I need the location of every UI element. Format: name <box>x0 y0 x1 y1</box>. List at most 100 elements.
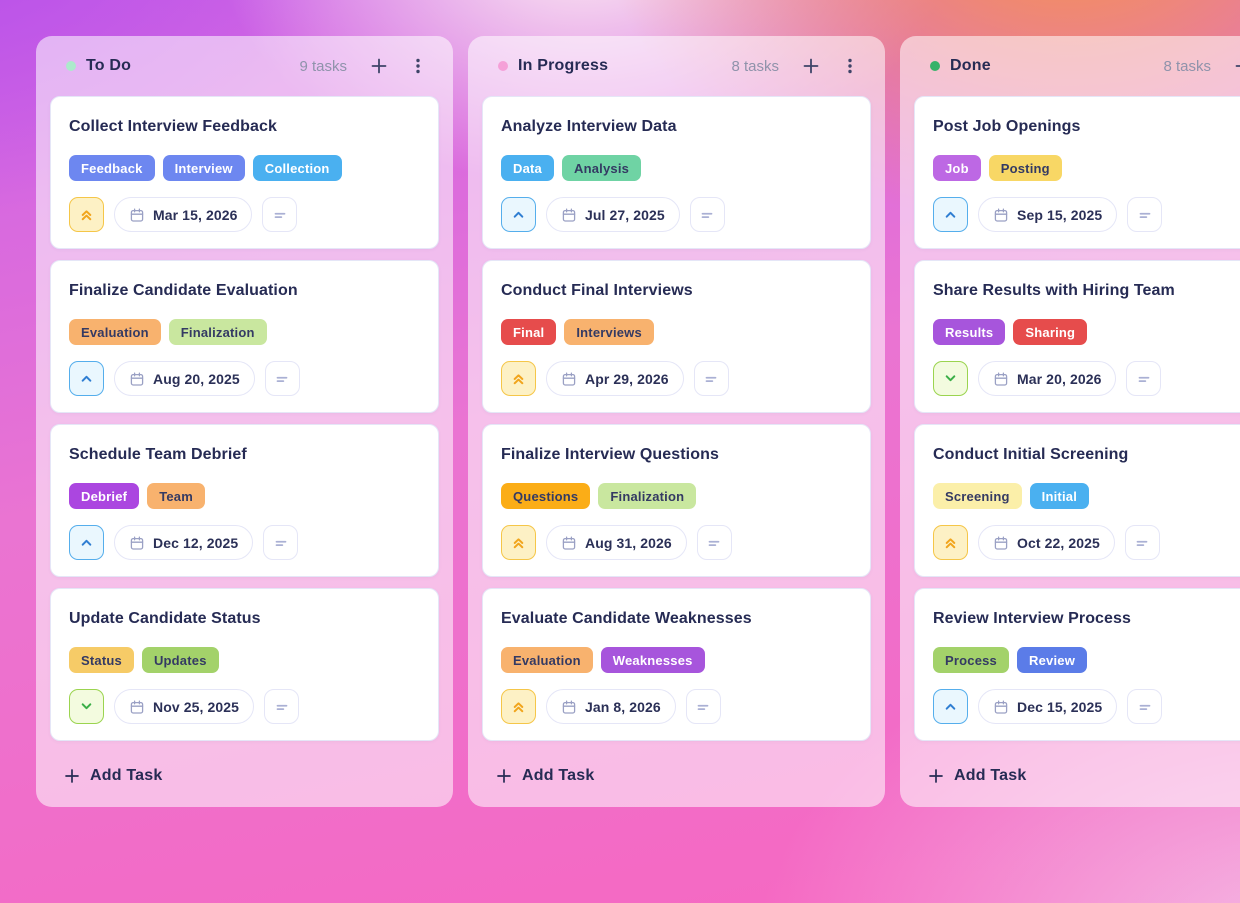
task-meta-row: Apr 29, 2026 <box>501 361 852 396</box>
kebab-menu-icon <box>416 58 420 74</box>
due-date-label: Mar 20, 2026 <box>1017 370 1102 387</box>
add-task-button[interactable]: Add Task <box>36 745 453 807</box>
column-menu-button[interactable] <box>405 53 431 79</box>
column-menu-button[interactable] <box>837 53 863 79</box>
calendar-icon <box>562 535 576 550</box>
card-list[interactable]: Post Job Openings Job Posting Sep 15, 202… <box>900 96 1240 745</box>
description-lines-icon <box>275 540 287 546</box>
due-date-button[interactable]: Sep 15, 2025 <box>978 197 1118 232</box>
description-button[interactable] <box>689 197 725 232</box>
add-task-label: Add Task <box>954 767 1027 784</box>
task-card[interactable]: Review Interview Process Process Review D… <box>914 588 1240 741</box>
due-date-button[interactable]: Nov 25, 2025 <box>114 689 255 724</box>
high-priority-button[interactable] <box>933 525 968 560</box>
tag: Finalization <box>598 483 697 509</box>
task-card[interactable]: Conduct Final Interviews Final Interviews… <box>482 260 871 413</box>
tag-list: Process Review <box>933 647 1240 673</box>
due-date-button[interactable]: Oct 22, 2025 <box>978 525 1115 560</box>
description-lines-icon <box>697 704 709 710</box>
medium-priority-button[interactable] <box>933 689 968 724</box>
high-priority-button[interactable] <box>501 689 536 724</box>
tag-list: Final Interviews <box>501 319 852 345</box>
add-card-button[interactable] <box>1229 52 1240 80</box>
task-title: Conduct Initial Screening <box>933 446 1129 463</box>
calendar-icon <box>130 371 144 386</box>
chevron-up-icon <box>945 703 956 710</box>
due-date-label: Nov 25, 2025 <box>153 698 240 715</box>
tag-list: Screening Initial <box>933 483 1240 509</box>
add-card-button[interactable] <box>365 52 393 80</box>
task-card[interactable]: Conduct Initial Screening Screening Initi… <box>914 424 1240 577</box>
task-card[interactable]: Post Job Openings Job Posting Sep 15, 202… <box>914 96 1240 249</box>
description-button[interactable] <box>263 525 299 560</box>
description-button[interactable] <box>1124 525 1160 560</box>
task-title: Share Results with Hiring Team <box>933 282 1175 299</box>
tag: Team <box>147 483 205 509</box>
task-card[interactable]: Update Candidate Status Status Updates No… <box>50 588 439 741</box>
chevron-up-icon <box>81 539 92 546</box>
description-button[interactable] <box>1127 197 1163 232</box>
low-priority-button[interactable] <box>69 689 104 724</box>
task-card[interactable]: Share Results with Hiring Team Results Sh… <box>914 260 1240 413</box>
medium-priority-button[interactable] <box>933 197 968 232</box>
due-date-button[interactable]: Aug 31, 2026 <box>546 525 687 560</box>
description-button[interactable] <box>262 197 298 232</box>
medium-priority-button[interactable] <box>69 361 104 396</box>
column-status-dot-icon <box>66 61 76 71</box>
add-task-button[interactable]: Add Task <box>900 745 1240 807</box>
due-date-button[interactable]: Mar 15, 2026 <box>114 197 253 232</box>
add-card-button[interactable] <box>797 52 825 80</box>
tag: Status <box>69 647 134 673</box>
chevrons-up-icon <box>81 210 92 221</box>
description-button[interactable] <box>696 525 732 560</box>
card-list[interactable]: Analyze Interview Data Data Analysis Jul … <box>468 96 885 745</box>
plus-icon <box>65 769 79 783</box>
due-date-button[interactable]: Dec 12, 2025 <box>114 525 254 560</box>
task-card[interactable]: Analyze Interview Data Data Analysis Jul … <box>482 96 871 249</box>
task-card[interactable]: Finalize Candidate Evaluation Evaluation… <box>50 260 439 413</box>
description-button[interactable] <box>1127 689 1163 724</box>
due-date-button[interactable]: Jan 8, 2026 <box>546 689 676 724</box>
task-meta-row: Jul 27, 2025 <box>501 197 852 232</box>
description-button[interactable] <box>693 361 729 396</box>
due-date-button[interactable]: Apr 29, 2026 <box>546 361 684 396</box>
description-button[interactable] <box>1126 361 1162 396</box>
due-date-label: Aug 20, 2025 <box>153 370 240 387</box>
task-title: Collect Interview Feedback <box>69 118 278 135</box>
description-button[interactable] <box>264 361 300 396</box>
description-button[interactable] <box>264 689 300 724</box>
task-title: Finalize Candidate Evaluation <box>69 282 298 299</box>
calendar-icon <box>562 207 576 222</box>
chevron-up-icon <box>513 211 524 218</box>
medium-priority-button[interactable] <box>69 525 104 560</box>
low-priority-button[interactable] <box>933 361 968 396</box>
column-task-count: 8 tasks <box>1163 57 1211 75</box>
due-date-button[interactable]: Aug 20, 2025 <box>114 361 255 396</box>
task-card[interactable]: Finalize Interview Questions Questions Fi… <box>482 424 871 577</box>
tag: Evaluation <box>69 319 161 345</box>
due-date-label: Aug 31, 2026 <box>585 534 672 551</box>
kanban-board: To Do 9 tasks Collect Interview Feedback… <box>36 36 1240 807</box>
task-card[interactable]: Collect Interview Feedback Feedback Inter… <box>50 96 439 249</box>
high-priority-button[interactable] <box>501 525 536 560</box>
card-list[interactable]: Collect Interview Feedback Feedback Inter… <box>36 96 453 745</box>
chevrons-up-icon <box>945 538 956 549</box>
kebab-menu-icon <box>848 58 852 74</box>
due-date-button[interactable]: Dec 15, 2025 <box>978 689 1118 724</box>
description-lines-icon <box>1139 704 1151 710</box>
calendar-icon <box>562 371 576 386</box>
plus-icon <box>1235 65 1240 67</box>
add-task-button[interactable]: Add Task <box>468 745 885 807</box>
tag: Process <box>933 647 1009 673</box>
high-priority-button[interactable] <box>501 361 536 396</box>
task-card[interactable]: Evaluate Candidate Weaknesses Evaluation… <box>482 588 871 741</box>
description-button[interactable] <box>685 689 721 724</box>
high-priority-button[interactable] <box>69 197 104 232</box>
tag-list: Data Analysis <box>501 155 852 181</box>
tag-list: Results Sharing <box>933 319 1240 345</box>
tag: Posting <box>988 155 1062 181</box>
task-card[interactable]: Schedule Team Debrief Debrief Team Dec 12… <box>50 424 439 577</box>
medium-priority-button[interactable] <box>501 197 536 232</box>
due-date-button[interactable]: Jul 27, 2025 <box>546 197 680 232</box>
due-date-button[interactable]: Mar 20, 2026 <box>978 361 1117 396</box>
